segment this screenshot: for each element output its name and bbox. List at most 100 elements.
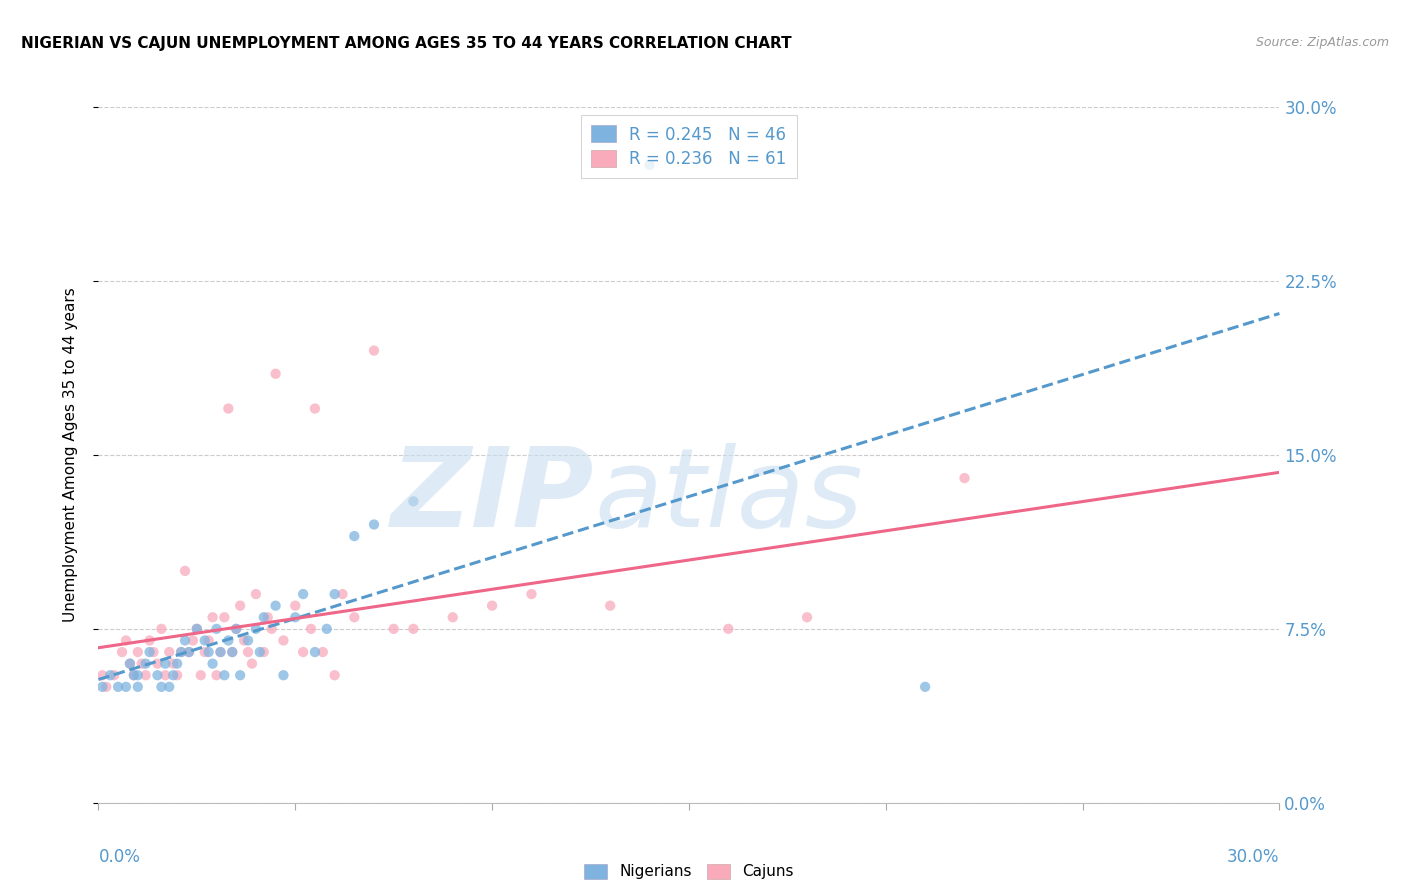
- Point: [343, 610, 366, 624]
- Point: [157, 680, 180, 694]
- Point: [111, 645, 134, 659]
- Point: [299, 622, 322, 636]
- Point: [138, 633, 160, 648]
- Point: [245, 622, 267, 636]
- Point: [194, 645, 217, 659]
- Point: [201, 610, 224, 624]
- Point: [135, 657, 157, 671]
- Point: [264, 599, 287, 613]
- Point: [253, 610, 276, 624]
- Point: [264, 367, 287, 381]
- Point: [273, 633, 295, 648]
- Text: 30.0%: 30.0%: [1227, 848, 1279, 866]
- Point: [138, 645, 160, 659]
- Point: [520, 587, 543, 601]
- Point: [209, 645, 232, 659]
- Point: [214, 610, 236, 624]
- Point: [796, 610, 818, 624]
- Point: [166, 657, 188, 671]
- Point: [292, 587, 315, 601]
- Point: [260, 622, 283, 636]
- Point: [115, 633, 138, 648]
- Text: Source: ZipAtlas.com: Source: ZipAtlas.com: [1256, 36, 1389, 49]
- Point: [103, 668, 125, 682]
- Point: [135, 668, 157, 682]
- Point: [146, 668, 169, 682]
- Point: [441, 610, 464, 624]
- Point: [122, 668, 145, 682]
- Point: [249, 645, 271, 659]
- Point: [107, 680, 129, 694]
- Point: [323, 668, 346, 682]
- Point: [292, 645, 315, 659]
- Point: [323, 587, 346, 601]
- Point: [190, 668, 212, 682]
- Text: 0.0%: 0.0%: [98, 848, 141, 866]
- Point: [402, 622, 425, 636]
- Point: [273, 668, 295, 682]
- Point: [186, 622, 208, 636]
- Point: [98, 668, 121, 682]
- Point: [177, 645, 200, 659]
- Point: [236, 645, 259, 659]
- Point: [953, 471, 976, 485]
- Point: [225, 622, 247, 636]
- Point: [312, 645, 335, 659]
- Point: [197, 645, 219, 659]
- Point: [402, 494, 425, 508]
- Point: [343, 529, 366, 543]
- Point: [166, 668, 188, 682]
- Point: [914, 680, 936, 694]
- Point: [217, 401, 239, 416]
- Point: [127, 680, 149, 694]
- Point: [382, 622, 405, 636]
- Point: [284, 610, 307, 624]
- Point: [217, 633, 239, 648]
- Point: [162, 668, 184, 682]
- Point: [155, 657, 177, 671]
- Point: [253, 645, 276, 659]
- Point: [201, 657, 224, 671]
- Point: [194, 633, 217, 648]
- Point: [284, 599, 307, 613]
- Point: [157, 645, 180, 659]
- Text: NIGERIAN VS CAJUN UNEMPLOYMENT AMONG AGES 35 TO 44 YEARS CORRELATION CHART: NIGERIAN VS CAJUN UNEMPLOYMENT AMONG AGE…: [21, 36, 792, 51]
- Point: [205, 622, 228, 636]
- Point: [96, 680, 118, 694]
- Point: [174, 633, 197, 648]
- Point: [91, 668, 114, 682]
- Point: [122, 668, 145, 682]
- Text: atlas: atlas: [595, 443, 863, 550]
- Point: [155, 668, 177, 682]
- Point: [205, 668, 228, 682]
- Point: [229, 599, 252, 613]
- Point: [221, 645, 243, 659]
- Point: [131, 657, 153, 671]
- Point: [127, 668, 149, 682]
- Point: [481, 599, 503, 613]
- Legend: Nigerians, Cajuns: Nigerians, Cajuns: [578, 857, 800, 886]
- Point: [304, 645, 326, 659]
- Point: [186, 622, 208, 636]
- Point: [214, 668, 236, 682]
- Point: [142, 645, 165, 659]
- Point: [240, 657, 263, 671]
- Point: [177, 645, 200, 659]
- Point: [174, 564, 197, 578]
- Point: [127, 645, 149, 659]
- Point: [256, 610, 278, 624]
- Point: [717, 622, 740, 636]
- Point: [118, 657, 141, 671]
- Point: [146, 657, 169, 671]
- Point: [363, 343, 385, 358]
- Point: [209, 645, 232, 659]
- Point: [245, 587, 267, 601]
- Point: [315, 622, 337, 636]
- Point: [181, 633, 204, 648]
- Point: [115, 680, 138, 694]
- Point: [229, 668, 252, 682]
- Point: [221, 645, 243, 659]
- Point: [197, 633, 219, 648]
- Point: [91, 680, 114, 694]
- Point: [170, 645, 193, 659]
